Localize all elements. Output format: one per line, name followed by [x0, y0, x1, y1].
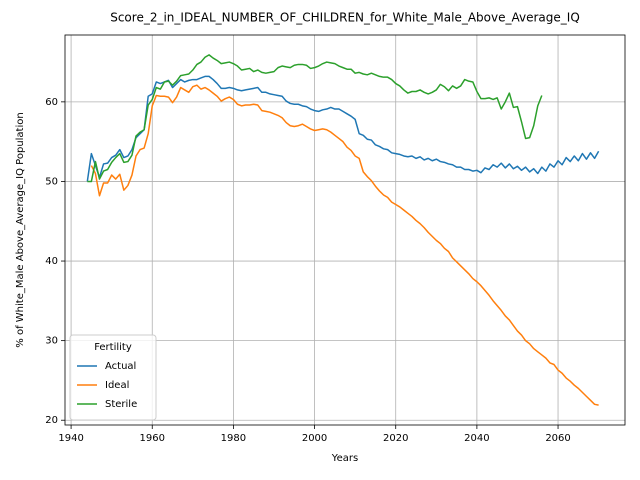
x-tick-label: 2040	[464, 433, 489, 444]
legend-label: Sterile	[105, 399, 137, 410]
y-tick-label: 50	[45, 176, 58, 187]
chart-title: Score_2_in_IDEAL_NUMBER_OF_CHILDREN_for_…	[110, 11, 580, 25]
y-axis-label: % of White_Male Above_Average_IQ Populat…	[15, 112, 26, 347]
x-tick-label: 2020	[383, 433, 408, 444]
x-tick-label: 1940	[58, 433, 83, 444]
legend-title: Fertility	[94, 342, 132, 353]
x-tick-label: 2000	[302, 433, 327, 444]
series-line	[87, 54, 543, 183]
x-tick-label: 2060	[545, 433, 570, 444]
x-tick-label: 1980	[221, 433, 246, 444]
x-tick-label: 1960	[140, 433, 165, 444]
lines	[86, 54, 600, 406]
grid: 1940 1960 1980 2000 2020 2040 2060 20 30 40 50 60	[45, 35, 625, 444]
x-axis-label: Years	[331, 453, 358, 464]
legend-label: Ideal	[105, 380, 129, 391]
series-line	[90, 84, 599, 406]
y-tick-label: 20	[45, 415, 58, 426]
series-line	[86, 75, 600, 182]
y-tick-label: 60	[45, 97, 58, 108]
plot-frame	[64, 34, 626, 426]
legend-box	[69, 334, 157, 421]
y-tick-label: 30	[45, 336, 58, 347]
legend: Fertility Actual Ideal Sterile	[69, 334, 157, 421]
y-tick-label: 40	[45, 256, 58, 267]
legend-label: Actual	[105, 361, 136, 372]
